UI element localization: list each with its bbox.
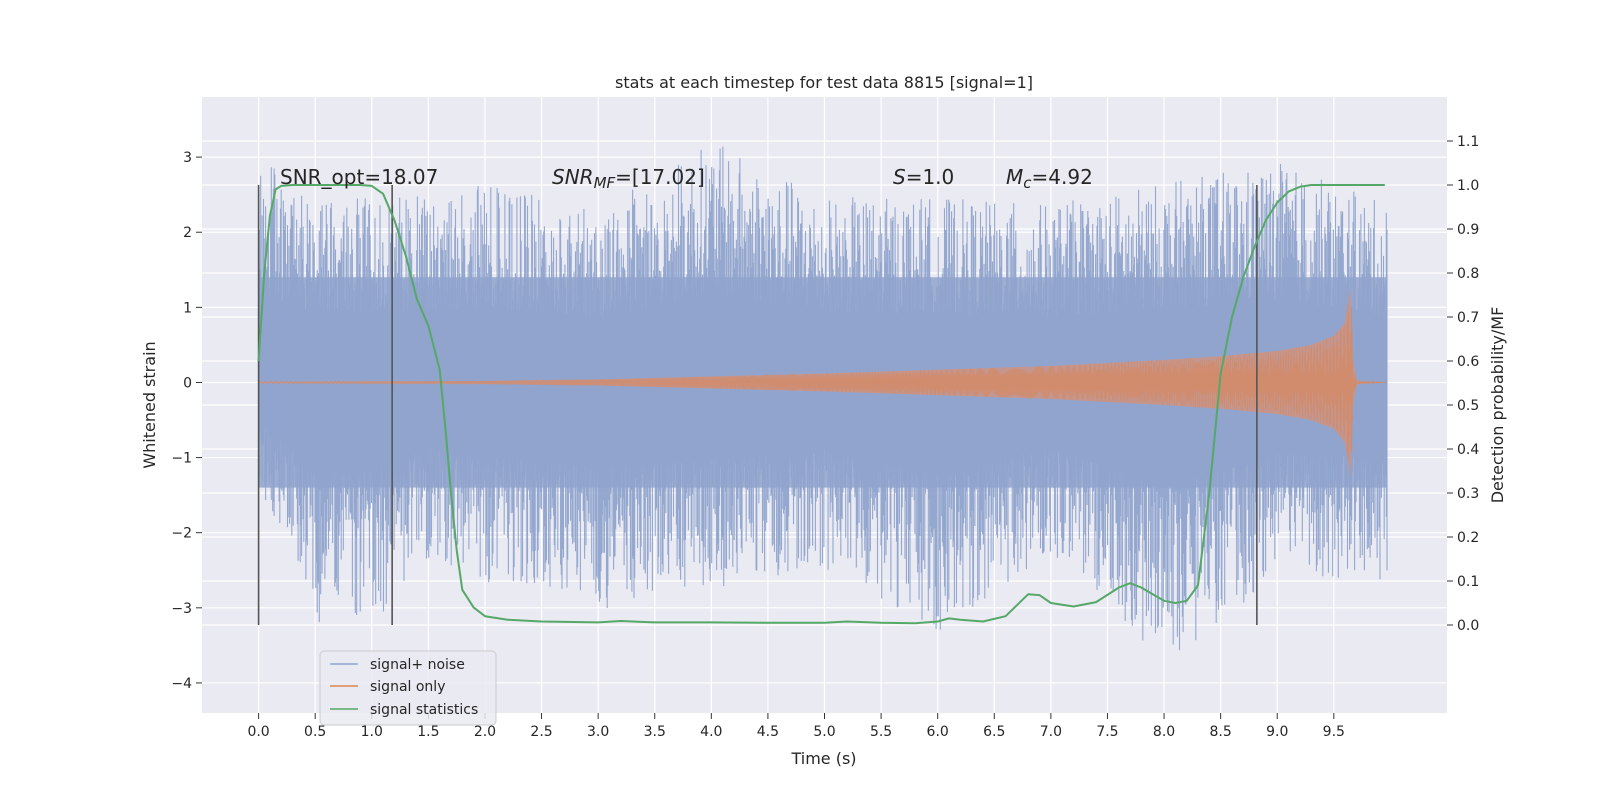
y2-axis-ticks: 1.1 1.0 0.9 0.8 0.7 0.6 0.5 0.4 0.3 0.2 0.1 0.0 bbox=[1447, 134, 1479, 634]
y-tick-label: 0 bbox=[183, 375, 192, 391]
y-tick-label: 2 bbox=[183, 225, 192, 241]
x-tick-label: 6.5 bbox=[983, 724, 1005, 740]
y-axis-ticks: 3 2 1 0 −1 −2 −3 −4 bbox=[171, 150, 202, 692]
y2-tick-label: 0.6 bbox=[1457, 354, 1479, 370]
x-tick-label: 5.0 bbox=[813, 724, 835, 740]
x-tick-label: 0.0 bbox=[247, 724, 269, 740]
signal-only-trace bbox=[258, 304, 1388, 461]
x-tick-label: 9.5 bbox=[1323, 724, 1345, 740]
y-axis-label: Whitened strain bbox=[140, 341, 159, 468]
chart-title: stats at each timestep for test data 881… bbox=[615, 73, 1033, 92]
y2-tick-label: 0.1 bbox=[1457, 574, 1479, 590]
legend-label-signal-statistics: signal statistics bbox=[370, 702, 478, 718]
x-tick-label: 1.5 bbox=[417, 724, 439, 740]
legend-label-signal-noise: signal+ noise bbox=[370, 657, 465, 673]
y2-tick-label: 1.0 bbox=[1457, 178, 1479, 194]
annotation-s-value: =1.0 bbox=[906, 165, 955, 189]
x-tick-label: 2.0 bbox=[474, 724, 496, 740]
y-tick-label: −1 bbox=[171, 451, 192, 467]
signal-only-series bbox=[258, 287, 1388, 478]
y-tick-label: −3 bbox=[171, 601, 192, 617]
x-tick-label: 2.5 bbox=[530, 724, 552, 740]
signal-statistics-series bbox=[257, 184, 1385, 625]
y2-tick-label: 0.7 bbox=[1457, 310, 1479, 326]
x-tick-label: 7.0 bbox=[1040, 724, 1062, 740]
x-tick-label: 3.0 bbox=[587, 724, 609, 740]
annotation-mc-subscript: c bbox=[1023, 174, 1032, 192]
x-tick-label: 8.0 bbox=[1153, 724, 1175, 740]
legend: signal+ noise signal only signal statist… bbox=[319, 650, 497, 726]
x-tick-label: 4.0 bbox=[700, 724, 722, 740]
y2-tick-label: 0.2 bbox=[1457, 530, 1479, 546]
x-tick-label: 8.5 bbox=[1210, 724, 1232, 740]
y2-tick-label: 0.9 bbox=[1457, 222, 1479, 238]
x-tick-label: 7.5 bbox=[1096, 724, 1118, 740]
signal-statistics-line bbox=[257, 184, 1385, 625]
annotation-snr-mf-symbol: SNR bbox=[552, 165, 594, 189]
annotation-mc-value: =4.92 bbox=[1032, 165, 1093, 189]
annotation-snr-mf-value: =[17.02] bbox=[615, 165, 705, 189]
x-tick-label: 6.0 bbox=[927, 724, 949, 740]
y-tick-label: −2 bbox=[171, 526, 192, 542]
y-tick-label: 3 bbox=[183, 150, 192, 166]
annotation-snr-mf: SNRMF=[17.02] bbox=[552, 165, 705, 192]
x-tick-label: 0.5 bbox=[304, 724, 326, 740]
legend-box bbox=[319, 650, 497, 726]
annotation-s: S=1.0 bbox=[893, 165, 954, 189]
y2-tick-label: 0.4 bbox=[1457, 442, 1479, 458]
y2-axis-label: Detection probability/MF bbox=[1488, 307, 1507, 504]
x-tick-label: 4.5 bbox=[757, 724, 779, 740]
y-tick-label: 1 bbox=[183, 300, 192, 316]
annotation-mc-symbol: M bbox=[1006, 165, 1023, 189]
y2-tick-label: 0.5 bbox=[1457, 398, 1479, 414]
y2-tick-label: 1.1 bbox=[1457, 134, 1479, 150]
vertical-markers bbox=[257, 185, 1258, 625]
x-tick-label: 1.0 bbox=[361, 724, 383, 740]
annotation-s-symbol: S bbox=[893, 165, 906, 189]
x-axis-label: Time (s) bbox=[790, 749, 856, 768]
y-tick-label: −4 bbox=[171, 676, 192, 692]
annotation-snr-opt: SNR_opt=18.07 bbox=[280, 165, 438, 189]
x-axis-ticks: 0.0 0.5 1.0 1.5 2.0 2.5 3.0 3.5 4.0 4.5 5.0 5.5 6.0 6… bbox=[247, 713, 1345, 740]
legend-label-signal-only: signal only bbox=[370, 679, 445, 695]
x-tick-label: 9.0 bbox=[1266, 724, 1288, 740]
annotation-mc: Mc=4.92 bbox=[1006, 165, 1093, 192]
x-tick-label: 5.5 bbox=[870, 724, 892, 740]
x-tick-label: 3.5 bbox=[644, 724, 666, 740]
annotation-snr-mf-subscript: MF bbox=[594, 174, 616, 192]
y2-tick-label: 0.3 bbox=[1457, 486, 1479, 502]
y2-tick-label: 0.8 bbox=[1457, 266, 1479, 282]
y2-tick-label: 0.0 bbox=[1457, 618, 1479, 634]
